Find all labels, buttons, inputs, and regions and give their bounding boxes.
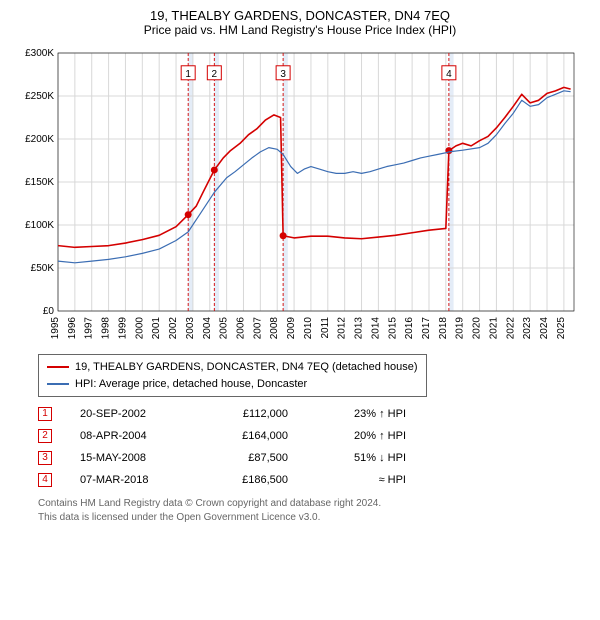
- tx-marker-4: 4: [38, 473, 52, 487]
- svg-text:2004: 2004: [202, 317, 213, 340]
- svg-text:2025: 2025: [556, 317, 567, 340]
- footer-line-2: This data is licensed under the Open Gov…: [38, 511, 584, 525]
- svg-text:2007: 2007: [252, 317, 263, 340]
- svg-text:£0: £0: [43, 306, 55, 317]
- tx-marker-1: 1: [38, 407, 52, 421]
- legend-label-property: 19, THEALBY GARDENS, DONCASTER, DN4 7EQ …: [75, 359, 418, 376]
- chart-title: 19, THEALBY GARDENS, DONCASTER, DN4 7EQ: [8, 8, 592, 23]
- chart-subtitle: Price paid vs. HM Land Registry's House …: [8, 23, 592, 37]
- svg-text:£300K: £300K: [25, 48, 54, 59]
- svg-text:2016: 2016: [404, 317, 415, 340]
- svg-text:2011: 2011: [320, 317, 331, 339]
- tx-row-1: 1 20-SEP-2002 £112,000 23% ↑ HPI: [38, 403, 584, 425]
- tx-row-3: 3 15-MAY-2008 £87,500 51% ↓ HPI: [38, 447, 584, 469]
- svg-text:2012: 2012: [337, 317, 348, 340]
- svg-text:2006: 2006: [235, 317, 246, 340]
- svg-text:2015: 2015: [387, 317, 398, 340]
- footer-line-1: Contains HM Land Registry data © Crown c…: [38, 497, 584, 511]
- svg-text:2014: 2014: [370, 317, 381, 340]
- chart-svg: £0 £50K £100K £150K £200K £250K £300K 1995 1996 1…: [20, 45, 580, 350]
- svg-text:2005: 2005: [219, 317, 230, 340]
- svg-text:2021: 2021: [488, 317, 499, 340]
- svg-text:4: 4: [446, 69, 452, 80]
- svg-text:2001: 2001: [151, 317, 162, 340]
- svg-text:3: 3: [280, 69, 286, 80]
- tx-marker-2: 2: [38, 429, 52, 443]
- svg-text:1: 1: [185, 69, 191, 80]
- tx-hpi-4: ≈ HPI: [316, 469, 406, 491]
- svg-text:1995: 1995: [50, 317, 61, 340]
- svg-text:2008: 2008: [269, 317, 280, 340]
- legend-swatch-property: [47, 366, 69, 368]
- svg-text:1998: 1998: [101, 317, 112, 340]
- tx-hpi-1: 23% ↑ HPI: [316, 403, 406, 425]
- svg-text:1997: 1997: [84, 317, 95, 340]
- svg-text:2017: 2017: [421, 317, 432, 340]
- svg-text:1996: 1996: [67, 317, 78, 340]
- svg-text:2009: 2009: [286, 317, 297, 340]
- svg-text:2019: 2019: [455, 317, 466, 340]
- tx-date-3: 15-MAY-2008: [80, 447, 180, 469]
- tx-price-3: £87,500: [208, 447, 288, 469]
- legend-box: 19, THEALBY GARDENS, DONCASTER, DN4 7EQ …: [38, 354, 427, 397]
- tx-price-4: £186,500: [208, 469, 288, 491]
- tx-row-2: 2 08-APR-2004 £164,000 20% ↑ HPI: [38, 425, 584, 447]
- footer-attribution: Contains HM Land Registry data © Crown c…: [38, 497, 584, 525]
- tx-date-2: 08-APR-2004: [80, 425, 180, 447]
- tx-hpi-2: 20% ↑ HPI: [316, 425, 406, 447]
- svg-text:2024: 2024: [539, 317, 550, 340]
- svg-text:£50K: £50K: [31, 263, 55, 274]
- tx-price-1: £112,000: [208, 403, 288, 425]
- legend-swatch-hpi: [47, 383, 69, 385]
- svg-text:2000: 2000: [134, 317, 145, 340]
- svg-text:£150K: £150K: [25, 177, 54, 188]
- svg-text:2: 2: [212, 69, 218, 80]
- svg-text:2018: 2018: [438, 317, 449, 340]
- tx-date-4: 07-MAR-2018: [80, 469, 180, 491]
- svg-text:2013: 2013: [354, 317, 365, 340]
- svg-text:2022: 2022: [505, 317, 516, 340]
- svg-text:2020: 2020: [472, 317, 483, 340]
- tx-row-4: 4 07-MAR-2018 £186,500 ≈ HPI: [38, 469, 584, 491]
- svg-text:1999: 1999: [117, 317, 128, 340]
- tx-price-2: £164,000: [208, 425, 288, 447]
- legend-label-hpi: HPI: Average price, detached house, Donc…: [75, 376, 307, 393]
- svg-text:2002: 2002: [168, 317, 179, 340]
- tx-hpi-3: 51% ↓ HPI: [316, 447, 406, 469]
- svg-text:£200K: £200K: [25, 134, 54, 145]
- chart-area: £0 £50K £100K £150K £200K £250K £300K 1995 1996 1…: [20, 45, 580, 350]
- legend-item-property: 19, THEALBY GARDENS, DONCASTER, DN4 7EQ …: [47, 359, 418, 376]
- transactions-table: 1 20-SEP-2002 £112,000 23% ↑ HPI 2 08-AP…: [38, 403, 584, 491]
- svg-text:2023: 2023: [522, 317, 533, 340]
- tx-marker-3: 3: [38, 451, 52, 465]
- tx-date-1: 20-SEP-2002: [80, 403, 180, 425]
- svg-text:2003: 2003: [185, 317, 196, 340]
- legend-item-hpi: HPI: Average price, detached house, Donc…: [47, 376, 418, 393]
- svg-text:£250K: £250K: [25, 91, 54, 102]
- svg-text:2010: 2010: [303, 317, 314, 340]
- svg-text:£100K: £100K: [25, 220, 54, 231]
